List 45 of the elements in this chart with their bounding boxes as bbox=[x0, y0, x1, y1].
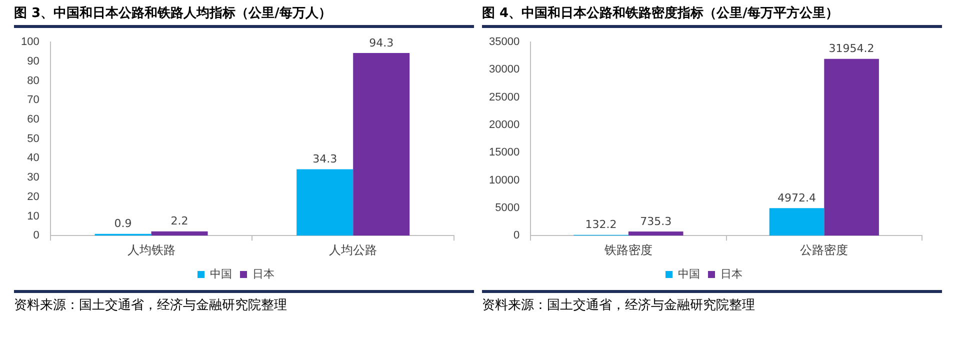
y-tick-label: 80 bbox=[27, 74, 40, 87]
data-label: 735.3 bbox=[640, 214, 672, 228]
legend-label: 中国 bbox=[678, 268, 700, 281]
chart-title: 图 4、中国和日本公路和铁路密度指标（公里/每万平方公里） bbox=[482, 4, 942, 28]
bar bbox=[769, 208, 824, 236]
bar bbox=[151, 231, 208, 236]
legend-label: 中国 bbox=[210, 268, 232, 281]
y-tick-label: 30 bbox=[27, 172, 40, 184]
legend-label: 日本 bbox=[252, 268, 274, 281]
data-label: 94.3 bbox=[369, 36, 394, 50]
y-tick-label: 100 bbox=[20, 36, 40, 48]
y-tick-label: 0 bbox=[513, 230, 520, 242]
data-label: 4972.4 bbox=[778, 191, 816, 204]
y-tick-label: 20000 bbox=[488, 119, 520, 132]
bar bbox=[824, 58, 879, 236]
y-tick-label: 30000 bbox=[488, 64, 520, 76]
y-tick-label: 10 bbox=[27, 210, 40, 222]
y-tick-label: 50 bbox=[27, 132, 40, 145]
data-label: 132.2 bbox=[585, 218, 617, 232]
x-tick-label: 人均铁路 bbox=[127, 243, 176, 258]
bar bbox=[296, 169, 354, 236]
text: 资料来源：国土交通省，经济与金融研究院整理 bbox=[14, 290, 474, 314]
y-tick-label: 25000 bbox=[488, 91, 520, 104]
y-tick-label: 0 bbox=[33, 230, 40, 242]
bar bbox=[353, 53, 410, 236]
data-label: 34.3 bbox=[312, 152, 338, 166]
y-tick-label: 20 bbox=[27, 190, 40, 203]
y-tick-label: 90 bbox=[27, 55, 40, 68]
y-tick-label: 35000 bbox=[488, 36, 520, 48]
text: 资料来源：国土交通省，经济与金融研究院整理 bbox=[482, 290, 942, 314]
y-tick-label: 10000 bbox=[488, 174, 520, 186]
y-tick-label: 5000 bbox=[495, 202, 520, 214]
x-tick-label: 公路密度 bbox=[800, 243, 848, 258]
x-tick-label: 人均公路 bbox=[329, 243, 378, 258]
y-tick-label: 70 bbox=[27, 94, 40, 106]
y-tick-label: 40 bbox=[27, 152, 40, 164]
data-label: 2.2 bbox=[170, 214, 188, 228]
data-label: 0.9 bbox=[114, 217, 132, 230]
legend-label: 日本 bbox=[720, 268, 742, 281]
bar bbox=[628, 232, 684, 236]
x-tick-label: 铁路密度 bbox=[603, 243, 652, 258]
data-label: 31954.2 bbox=[828, 42, 874, 56]
chart-title: 图 3、中国和日本公路和铁路人均指标（公里/每万人） bbox=[14, 4, 474, 28]
y-tick-label: 15000 bbox=[488, 146, 520, 159]
y-tick-label: 60 bbox=[27, 113, 40, 126]
